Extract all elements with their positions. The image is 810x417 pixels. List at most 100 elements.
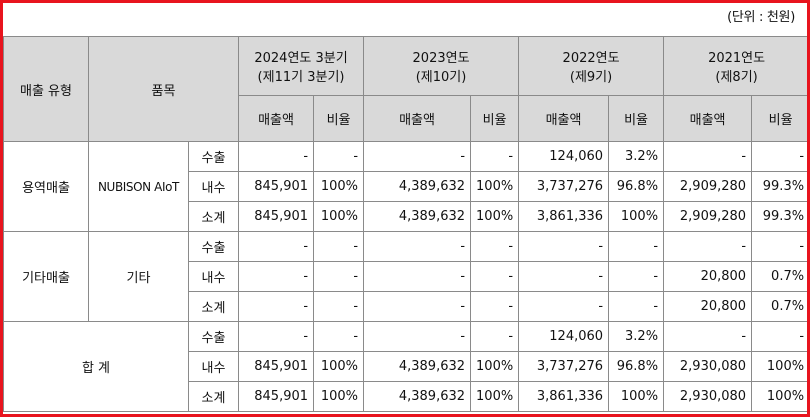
header-ratio: 비율 bbox=[608, 95, 665, 142]
amount-cell: - bbox=[238, 291, 315, 322]
row-kind-cell: 수출 bbox=[187, 141, 240, 172]
ratio-cell: 100% bbox=[313, 201, 365, 232]
amount-cell: 20,800 bbox=[663, 261, 753, 292]
ratio-cell: 100% bbox=[470, 171, 520, 202]
ratio-cell: - bbox=[470, 261, 520, 292]
amount-cell: - bbox=[238, 141, 315, 172]
period-year: 2023연도 bbox=[412, 51, 470, 66]
ratio-cell: 3.2% bbox=[608, 321, 665, 352]
ratio-cell: - bbox=[313, 261, 365, 292]
amount-cell: 845,901 bbox=[238, 201, 315, 232]
header-period-2024q3: 2024연도 3분기 (제11기 3분기) bbox=[238, 36, 365, 96]
period-year: 2021연도 bbox=[708, 51, 766, 66]
amount-cell: - bbox=[663, 321, 753, 352]
amount-cell: 845,901 bbox=[238, 171, 315, 202]
amount-cell: 124,060 bbox=[518, 141, 610, 172]
ratio-cell: - bbox=[313, 141, 365, 172]
amount-cell: - bbox=[363, 141, 472, 172]
header-ratio: 비율 bbox=[470, 95, 520, 142]
header-period-2021: 2021연도 (제8기) bbox=[663, 36, 807, 96]
ratio-cell: 3.2% bbox=[608, 141, 665, 172]
item-cell: NUBISON AIoT bbox=[88, 141, 189, 232]
table-row: 합 계 수출 - - - -124,060 3.2% - - bbox=[3, 321, 807, 412]
amount-cell: 2,930,080 bbox=[663, 351, 753, 382]
amount-cell: 4,389,632 bbox=[363, 351, 472, 382]
row-kind-cell: 소계 bbox=[187, 381, 240, 412]
ratio-cell: - bbox=[608, 231, 665, 262]
table-row: 용역매출 NUBISON AIoT 수출 - - - -124,060 3.2% - - bbox=[3, 141, 807, 232]
header-amount: 매출액 bbox=[363, 95, 472, 142]
ratio-cell: - bbox=[470, 231, 520, 262]
amount-cell: 4,389,632 bbox=[363, 381, 472, 412]
ratio-cell: 100% bbox=[470, 201, 520, 232]
table-row: 소계 - - - - - -20,800 0.7% bbox=[4, 291, 807, 322]
ratio-cell: 99.3% bbox=[751, 201, 807, 232]
amount-cell: 845,901 bbox=[238, 381, 315, 412]
row-kind-cell: 내수 bbox=[187, 261, 240, 292]
ratio-cell: 100% bbox=[470, 381, 520, 412]
amount-cell: 3,737,276 bbox=[518, 171, 610, 202]
ratio-cell: 99.3% bbox=[751, 171, 807, 202]
table-row: 기타매출 기타 수출 - - - - - - - - bbox=[3, 231, 807, 322]
amount-cell: - bbox=[663, 231, 753, 262]
amount-cell: - bbox=[518, 231, 610, 262]
ratio-cell: - bbox=[751, 141, 807, 172]
sales-type-cell: 합 계 bbox=[3, 321, 189, 412]
amount-cell: - bbox=[363, 321, 472, 352]
ratio-cell: 100% bbox=[313, 171, 365, 202]
period-term: (제8기) bbox=[715, 70, 758, 85]
amount-cell: - bbox=[363, 291, 472, 322]
amount-cell: - bbox=[363, 261, 472, 292]
row-kind-cell: 소계 bbox=[187, 291, 240, 322]
header-period-2022: 2022연도 (제9기) bbox=[518, 36, 665, 96]
row-kind-cell: 수출 bbox=[187, 321, 240, 352]
ratio-cell: 96.8% bbox=[608, 171, 665, 202]
header-type: 매출 유형 bbox=[3, 36, 89, 142]
ratio-cell: 100% bbox=[608, 201, 665, 232]
period-term: (제11기 3분기) bbox=[257, 70, 345, 85]
row-kind-cell: 내수 bbox=[187, 351, 240, 382]
amount-cell: 2,909,280 bbox=[663, 201, 753, 232]
amount-cell: 3,861,336 bbox=[518, 381, 610, 412]
header-amount: 매출액 bbox=[518, 95, 610, 142]
amount-cell: 4,389,632 bbox=[363, 201, 472, 232]
period-term: (제10기) bbox=[415, 70, 467, 85]
row-kind-cell: 수출 bbox=[187, 231, 240, 262]
table-row: 내수 845,901 100% 4,389,632 100% 3,737,276 96.8%… bbox=[4, 351, 807, 382]
ratio-cell: - bbox=[608, 291, 665, 322]
header-ratio: 비율 bbox=[751, 95, 807, 142]
ratio-cell: - bbox=[751, 231, 807, 262]
sales-table: 매출 유형 품목 2024연도 3분기 (제11기 3분기) 2023연도 (제… bbox=[3, 36, 807, 412]
row-kind-cell: 내수 bbox=[187, 171, 240, 202]
amount-cell: - bbox=[363, 231, 472, 262]
period-year: 2024연도 3분기 bbox=[254, 51, 348, 66]
amount-cell: 4,389,632 bbox=[363, 171, 472, 202]
ratio-cell: 100% bbox=[313, 351, 365, 382]
ratio-cell: 96.8% bbox=[608, 351, 665, 382]
ratio-cell: 100% bbox=[470, 351, 520, 382]
amount-cell: 124,060 bbox=[518, 321, 610, 352]
ratio-cell: - bbox=[751, 321, 807, 352]
amount-cell: - bbox=[518, 291, 610, 322]
amount-cell: 845,901 bbox=[238, 351, 315, 382]
amount-cell: - bbox=[663, 141, 753, 172]
row-kind-cell: 소계 bbox=[187, 201, 240, 232]
ratio-cell: - bbox=[313, 321, 365, 352]
ratio-cell: - bbox=[313, 291, 365, 322]
sales-type-cell: 용역매출 bbox=[3, 141, 89, 232]
amount-cell: 2,930,080 bbox=[663, 381, 753, 412]
ratio-cell: 0.7% bbox=[751, 261, 807, 292]
ratio-cell: 100% bbox=[751, 351, 807, 382]
ratio-cell: - bbox=[470, 141, 520, 172]
amount-cell: - bbox=[238, 321, 315, 352]
amount-cell: - bbox=[238, 231, 315, 262]
header-ratio: 비율 bbox=[313, 95, 365, 142]
ratio-cell: 100% bbox=[608, 381, 665, 412]
ratio-cell: - bbox=[470, 291, 520, 322]
amount-cell: - bbox=[518, 261, 610, 292]
table-row: 내수 845,901 100% 4,389,632 100% 3,737,276 96.8%… bbox=[4, 171, 807, 202]
ratio-cell: - bbox=[313, 231, 365, 262]
ratio-cell: 0.7% bbox=[751, 291, 807, 322]
header-item: 품목 bbox=[87, 36, 240, 142]
amount-cell: 3,737,276 bbox=[518, 351, 610, 382]
